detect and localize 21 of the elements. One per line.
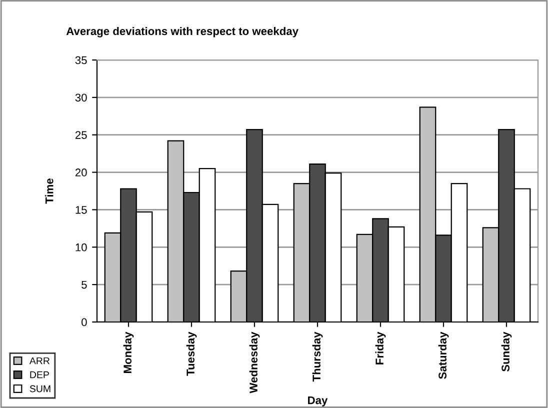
x-tick-label: Saturday bbox=[438, 332, 449, 379]
x-axis-title: Day bbox=[308, 396, 328, 406]
chart-title: Average deviations with respect to weekday bbox=[66, 26, 298, 38]
y-tick-label: 0 bbox=[82, 318, 87, 326]
legend-label: ARR bbox=[29, 357, 50, 364]
y-tick-label: 25 bbox=[75, 131, 87, 139]
x-tick-label: Sunday bbox=[501, 332, 512, 372]
y-tick-label: 15 bbox=[76, 206, 87, 214]
y-axis-title: Time bbox=[45, 178, 54, 204]
x-tick-label: Tuesday bbox=[186, 332, 197, 376]
legend-label: DEP bbox=[30, 371, 49, 378]
x-tick-label: Monday bbox=[123, 332, 134, 373]
y-tick-label: 10 bbox=[76, 243, 87, 252]
y-tick-label: 35 bbox=[75, 56, 87, 64]
legend-label: SUM bbox=[30, 385, 50, 392]
x-tick-label: Wednesday bbox=[249, 332, 260, 394]
x-tick-label: Friday bbox=[375, 332, 386, 364]
y-tick-label: 5 bbox=[82, 280, 87, 289]
x-tick-label: Thursday bbox=[312, 332, 323, 382]
y-tick-label: 30 bbox=[75, 94, 87, 102]
y-tick-label: 20 bbox=[75, 168, 87, 176]
